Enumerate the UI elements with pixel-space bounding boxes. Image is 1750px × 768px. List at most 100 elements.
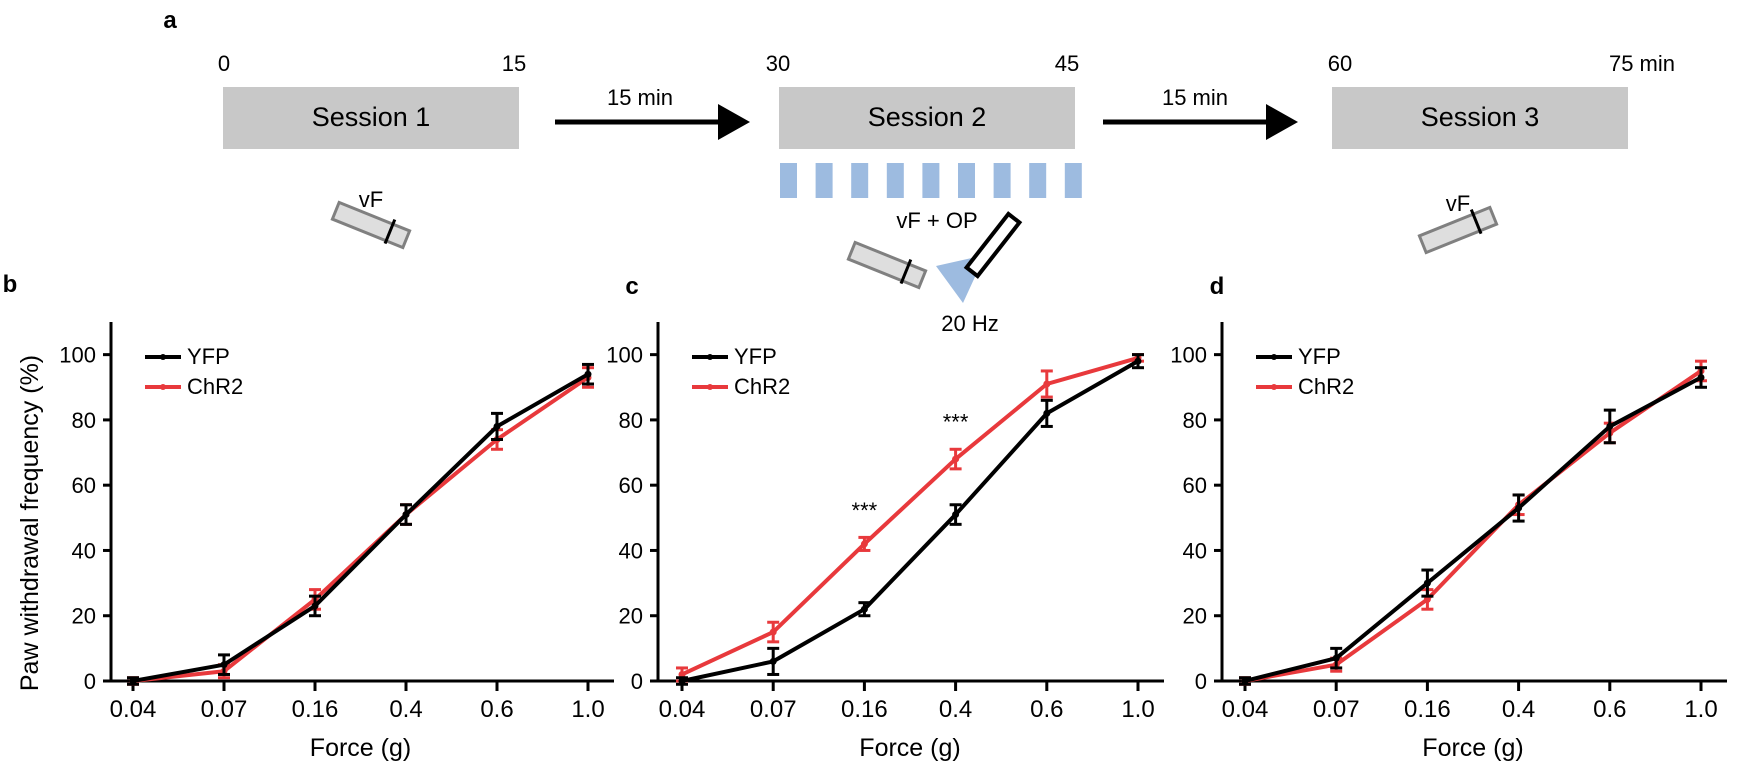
stim-label-session-1: vF	[359, 187, 383, 212]
light-pulse-bar	[815, 163, 833, 198]
session-3-label: Session 3	[1421, 102, 1540, 132]
legend-marker-yfp	[707, 354, 713, 360]
y-tick-label: 60	[72, 473, 96, 498]
stim-label-session-3: vF	[1446, 191, 1470, 216]
legend-marker-chr2	[160, 384, 166, 390]
panel-a-timeline: a 0 15 30 45 60 75 min Session 1 Session…	[163, 7, 1675, 336]
data-point-chr2	[952, 455, 960, 463]
x-tick-label: 0.07	[201, 696, 248, 723]
panel-label-c: c	[625, 273, 638, 300]
y-tick-label: 60	[1183, 473, 1207, 498]
legend-label-chr2: ChR2	[734, 374, 790, 399]
y-tick-label: 80	[1183, 408, 1207, 433]
x-tick-label: 0.6	[480, 696, 513, 723]
panel-b-chart: b Paw withdrawal frequency (%) 0 20 40 60 80…	[3, 271, 614, 762]
x-tick-label: 0.6	[1593, 696, 1626, 723]
data-point-chr2	[678, 670, 686, 678]
y-tick-label: 40	[72, 538, 96, 563]
data-point-yfp	[860, 605, 868, 613]
legend-marker-chr2	[1271, 384, 1277, 390]
data-point-yfp	[1606, 422, 1614, 430]
data-point-yfp	[584, 370, 592, 378]
data-point-yfp	[402, 511, 410, 519]
series-line-yfp	[132, 372, 589, 683]
y-tick-label: 20	[72, 604, 96, 629]
session-1-label: Session 1	[312, 102, 431, 132]
x-tick-label: 1.0	[1121, 696, 1154, 723]
panel-d-chart: d 0 20 40 60 80 100 0.04 0.07 0.16 0.4 0.6 1.0 Force…	[1170, 273, 1727, 762]
x-tick-label: 0.16	[292, 696, 339, 723]
data-point-yfp	[769, 657, 777, 665]
x-tick-label: 1.0	[571, 696, 604, 723]
light-pulse-bar	[851, 163, 869, 198]
legend-label-yfp: YFP	[734, 344, 777, 369]
light-pulse-bar	[958, 163, 975, 198]
panel-c-chart: c 0 20 40 60 80 100 0.04 0.07 0.16 0.4 0.6 1.0 Force…	[606, 273, 1164, 762]
session-1-box	[223, 87, 519, 149]
plot-area-c: 0 20 40 60 80 100 0.04 0.07 0.16 0.4 0.6 1.0 Force (…	[606, 322, 1164, 762]
y-tick-label: 20	[619, 604, 643, 629]
session-2-box	[779, 87, 1075, 149]
x-tick-label: 0.04	[659, 696, 706, 723]
panel-label-a: a	[163, 7, 177, 34]
x-tick-label: 1.0	[1684, 696, 1717, 723]
legend-label-chr2: ChR2	[187, 374, 243, 399]
significance-marker: ***	[943, 410, 969, 435]
y-tick-label: 100	[606, 343, 643, 368]
data-point-chr2	[1043, 380, 1051, 388]
y-tick-label: 20	[1183, 604, 1207, 629]
optic-fiber-icon	[936, 211, 1023, 303]
y-tick-label: 0	[631, 669, 643, 694]
panel-label-d: d	[1210, 273, 1225, 300]
x-axis-title: Force (g)	[310, 734, 411, 762]
y-tick-label: 80	[72, 408, 96, 433]
x-tick-label: 0.16	[841, 696, 888, 723]
session-3-box	[1332, 87, 1628, 149]
light-pulse-train	[780, 163, 1082, 198]
data-point-yfp	[1423, 579, 1431, 587]
interval-arrow-1	[555, 104, 750, 140]
session-2-label: Session 2	[868, 102, 987, 132]
x-tick-label: 0.07	[1313, 696, 1360, 723]
legend-marker-yfp	[160, 354, 166, 360]
legend-label-yfp: YFP	[187, 344, 230, 369]
data-point-yfp	[1134, 357, 1142, 365]
plot-area-d: 0 20 40 60 80 100 0.04 0.07 0.16 0.4 0.6 1.0 Force (…	[1170, 322, 1727, 762]
data-point-yfp	[1241, 677, 1249, 685]
significance-marker: ***	[852, 498, 878, 523]
panel-label-b: b	[3, 271, 18, 298]
von-frey-filament-icon	[330, 200, 412, 250]
data-point-yfp	[220, 661, 228, 669]
time-label-75: 75 min	[1609, 51, 1675, 76]
time-label-60: 60	[1328, 51, 1352, 76]
data-point-yfp	[1697, 373, 1705, 381]
data-point-yfp	[311, 602, 319, 610]
data-point-yfp	[1043, 409, 1051, 417]
y-tick-label: 80	[619, 408, 643, 433]
data-point-chr2	[769, 628, 777, 636]
interval-arrow-2	[1103, 104, 1298, 140]
light-pulse-bar	[886, 163, 904, 198]
frequency-label: 20 Hz	[941, 311, 998, 336]
data-point-yfp	[1332, 654, 1340, 662]
von-frey-filament-icon	[846, 240, 928, 290]
x-tick-label: 0.4	[1502, 696, 1535, 723]
y-axis-title: Paw withdrawal frequency (%)	[16, 355, 44, 691]
light-pulse-bar	[993, 163, 1011, 198]
light-pulse-bar	[922, 163, 940, 198]
x-tick-label: 0.6	[1030, 696, 1063, 723]
time-label-30: 30	[766, 51, 790, 76]
data-point-yfp	[129, 677, 137, 685]
interval-label-2: 15 min	[1162, 85, 1228, 110]
time-label-45: 45	[1055, 51, 1079, 76]
x-tick-label: 0.04	[110, 696, 157, 723]
data-point-yfp	[493, 422, 501, 430]
series-line-chr2	[132, 375, 590, 683]
y-tick-label: 60	[619, 473, 643, 498]
y-tick-label: 0	[1195, 669, 1207, 694]
x-tick-label: 0.16	[1404, 696, 1451, 723]
series-line-yfp	[1244, 375, 1702, 683]
time-label-0: 0	[218, 51, 230, 76]
legend-label-yfp: YFP	[1298, 344, 1341, 369]
